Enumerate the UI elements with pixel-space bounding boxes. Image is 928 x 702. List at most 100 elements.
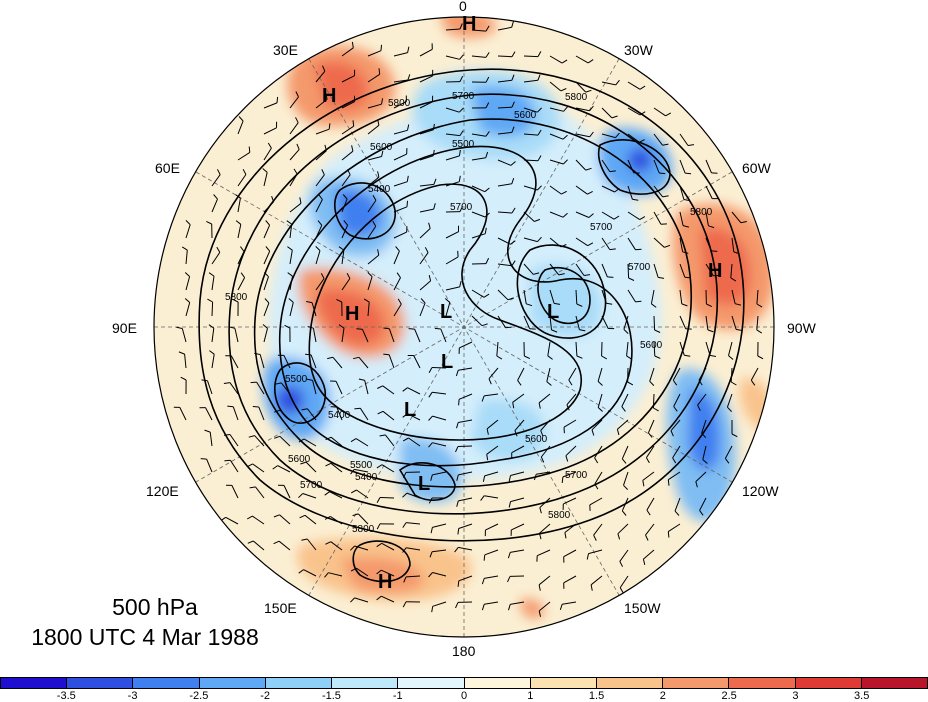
wind-barb — [367, 124, 380, 135]
contour-label: 5600 — [370, 142, 393, 153]
wind-barb-flag — [731, 433, 738, 438]
wind-barb-flag — [539, 507, 542, 514]
wind-barb — [205, 407, 213, 421]
wind-barb — [547, 341, 551, 356]
wind-barb-flag — [223, 382, 230, 384]
colorbar-tick-label: -3.5 — [56, 690, 76, 702]
wind-barb-flag — [318, 194, 323, 200]
wind-barb — [496, 341, 499, 357]
wind-barb — [356, 489, 369, 499]
wind-barb — [414, 328, 421, 343]
lon-label-30e: 30E — [273, 42, 298, 58]
wind-barb — [539, 523, 551, 534]
wind-barb-flag — [383, 327, 390, 330]
wind-barb-flag — [428, 572, 433, 578]
wind-barb-flag — [609, 248, 616, 251]
wind-barb-flag — [351, 145, 354, 152]
wind-barb — [230, 355, 239, 369]
wind-barb-flag — [559, 604, 563, 611]
wind-barb-flag — [699, 510, 704, 516]
wind-barb — [341, 250, 345, 265]
colorbar-tick-label: -2 — [260, 690, 271, 702]
wind-barb-flag — [298, 438, 305, 443]
colorbar-box — [332, 677, 399, 689]
wind-barb — [237, 198, 241, 213]
wind-barb-flag — [227, 405, 234, 408]
wind-barb-flag — [347, 169, 351, 175]
wind-barb — [674, 497, 681, 512]
wind-barb — [419, 228, 431, 239]
wind-barb — [549, 237, 562, 248]
wind-barb — [315, 128, 330, 135]
wind-barb-flag — [601, 355, 608, 360]
wind-barb — [512, 393, 525, 403]
wind-barb — [601, 107, 613, 119]
wind-barb — [562, 601, 577, 605]
wind-barb — [341, 224, 349, 239]
wind-barb — [549, 81, 562, 92]
wind-barb — [471, 157, 486, 161]
wind-barb-flag — [178, 351, 185, 355]
wind-barb-flag — [181, 246, 188, 251]
lon-label-60e: 60E — [155, 160, 180, 176]
wind-barb-flag — [383, 353, 390, 356]
wind-barb-flag — [481, 604, 485, 611]
wind-barb-flag — [483, 293, 490, 298]
wind-barb — [405, 575, 421, 578]
wind-barb-flag — [485, 52, 490, 58]
wind-barb-flag — [538, 584, 541, 591]
wind-barb-flag — [485, 25, 490, 32]
wind-barb-flag — [457, 580, 460, 587]
wind-barb — [756, 315, 759, 330]
wind-barb — [672, 367, 681, 381]
wind-barb-flag — [352, 513, 359, 517]
wind-barb-flag — [459, 280, 462, 288]
wind-barb — [419, 302, 426, 317]
wind-barb-flag — [176, 326, 183, 329]
wind-barb — [702, 445, 707, 460]
wind-barb-flag — [589, 131, 594, 138]
wind-barb — [497, 159, 512, 166]
wind-barb-flag — [639, 216, 646, 221]
wind-barb — [184, 354, 187, 369]
wind-barb — [341, 125, 354, 135]
wind-barb — [341, 198, 348, 213]
wind-barb — [756, 289, 759, 305]
wind-barb-flag — [711, 250, 718, 252]
wind-barb-flag — [235, 194, 241, 199]
wind-barb-flag — [407, 74, 411, 81]
wind-barb-flag — [325, 93, 328, 100]
wind-barb — [258, 406, 265, 421]
wind-barb-flag — [306, 378, 313, 381]
wind-barb — [679, 185, 685, 200]
wind-barb — [408, 437, 421, 447]
wind-barb — [510, 549, 525, 553]
wind-barb-flag — [621, 510, 627, 516]
wind-barb-flag — [377, 171, 380, 178]
wind-barb — [312, 328, 317, 343]
wind-barb — [497, 131, 512, 135]
wind-barb-flag — [455, 446, 459, 453]
wind-barb — [538, 575, 551, 586]
wind-barb-flag — [377, 249, 380, 256]
low-center: L — [441, 351, 453, 373]
contour-label: 5700 — [450, 202, 473, 213]
low-center: L — [547, 301, 559, 323]
wind-barb-flag — [593, 534, 597, 541]
wind-barb-flag — [724, 458, 730, 464]
lon-label-120e: 120E — [146, 483, 179, 499]
wind-barb-flag — [635, 300, 642, 303]
wind-barb-flag — [540, 430, 544, 437]
wind-barb-flag — [213, 194, 218, 200]
wind-barb — [367, 254, 380, 265]
wind-barb-flag — [585, 89, 592, 93]
wind-barb — [653, 107, 666, 117]
wind-barb-flag — [565, 455, 569, 462]
wind-barb — [471, 55, 486, 58]
wind-barb-flag — [646, 509, 651, 516]
wind-barb — [549, 315, 552, 330]
wind-barb — [229, 382, 239, 395]
wind-barb-flag — [338, 324, 345, 329]
wind-barb-flag — [615, 79, 620, 86]
wind-barb — [381, 464, 395, 473]
